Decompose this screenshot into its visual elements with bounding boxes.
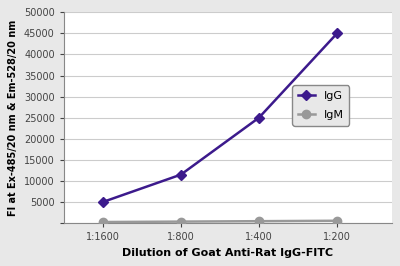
- Line: IgM: IgM: [99, 217, 341, 226]
- IgM: [256, 220, 261, 223]
- Legend: IgG, IgM: IgG, IgM: [292, 85, 349, 126]
- IgG: [256, 116, 261, 119]
- IgM: [178, 220, 183, 223]
- X-axis label: Dilution of Goat Anti-Rat IgG-FITC: Dilution of Goat Anti-Rat IgG-FITC: [122, 248, 333, 258]
- IgM: [100, 221, 105, 224]
- IgG: [100, 200, 105, 203]
- Y-axis label: FI at Ex-485/20 nm & Em-528/20 nm: FI at Ex-485/20 nm & Em-528/20 nm: [8, 20, 18, 216]
- Line: IgG: IgG: [99, 30, 340, 205]
- IgG: [178, 173, 183, 176]
- IgM: [335, 219, 340, 222]
- IgG: [335, 32, 340, 35]
